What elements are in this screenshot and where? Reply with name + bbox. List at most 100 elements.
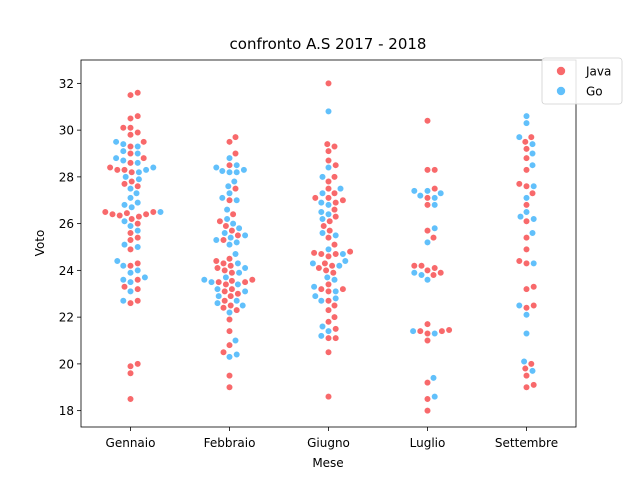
data-point-go bbox=[149, 163, 157, 172]
data-point-go bbox=[317, 198, 325, 207]
data-point-go bbox=[128, 203, 136, 211]
data-point-java bbox=[120, 180, 129, 188]
data-point-java bbox=[324, 393, 333, 401]
data-point-java bbox=[522, 383, 531, 391]
data-point-go bbox=[318, 229, 327, 237]
data-point-go bbox=[530, 215, 538, 223]
data-point-java bbox=[113, 166, 121, 174]
data-point-go bbox=[135, 168, 143, 176]
data-point-java bbox=[332, 161, 340, 169]
data-point-java bbox=[522, 166, 531, 174]
data-point-go bbox=[431, 194, 439, 202]
data-point-java bbox=[120, 166, 129, 174]
data-point-java bbox=[332, 334, 340, 342]
data-point-java bbox=[522, 201, 531, 209]
y-tick-label: 30 bbox=[59, 124, 74, 138]
data-point-java bbox=[423, 266, 432, 274]
data-point-java bbox=[234, 290, 242, 298]
data-point-go bbox=[218, 194, 226, 202]
data-point-java bbox=[126, 159, 135, 167]
data-point-java bbox=[126, 149, 135, 158]
data-point-java bbox=[134, 276, 142, 284]
data-point-java bbox=[330, 241, 339, 249]
data-point-go bbox=[335, 262, 343, 270]
data-point-go bbox=[213, 299, 222, 307]
data-point-java bbox=[134, 89, 142, 97]
data-point-go bbox=[410, 187, 418, 195]
data-point-go bbox=[324, 210, 333, 218]
data-point-go bbox=[241, 287, 249, 296]
data-point-java bbox=[324, 348, 333, 356]
data-point-go bbox=[520, 357, 528, 366]
data-point-java bbox=[527, 133, 535, 141]
data-point-go bbox=[431, 224, 439, 232]
data-point-java bbox=[330, 142, 339, 151]
data-point-java bbox=[416, 327, 424, 335]
data-point-go bbox=[233, 161, 241, 169]
data-point-java bbox=[106, 163, 114, 172]
y-axis: 18 20 22 24 26 28 30 32 bbox=[59, 77, 81, 418]
data-point-java bbox=[321, 259, 329, 267]
data-point-java bbox=[324, 147, 333, 155]
data-point-go bbox=[332, 231, 340, 239]
data-point-java bbox=[346, 248, 354, 256]
data-point-java bbox=[135, 213, 143, 221]
x-axis-label: Mese bbox=[312, 456, 343, 470]
data-point-java bbox=[522, 182, 531, 190]
data-point-go bbox=[332, 294, 340, 303]
data-point-go bbox=[224, 182, 232, 190]
y-tick-label: 26 bbox=[59, 217, 74, 231]
data-point-go bbox=[225, 353, 234, 361]
data-point-go bbox=[416, 191, 424, 200]
data-point-java bbox=[134, 182, 142, 190]
data-point-go bbox=[223, 206, 231, 214]
data-point-java bbox=[219, 304, 228, 312]
data-point-java bbox=[323, 140, 331, 148]
data-point-java bbox=[332, 213, 340, 221]
data-point-java bbox=[228, 269, 236, 277]
data-point-go bbox=[409, 327, 417, 335]
data-point-go bbox=[126, 269, 135, 277]
data-point-java bbox=[221, 297, 229, 305]
data-point-java bbox=[322, 266, 330, 274]
data-point-go bbox=[437, 189, 445, 197]
data-point-java bbox=[324, 184, 333, 193]
data-point-go bbox=[156, 208, 165, 216]
data-point-go bbox=[233, 196, 241, 204]
data-point-go bbox=[122, 173, 130, 181]
data-point-go bbox=[142, 166, 150, 174]
data-point-go bbox=[332, 287, 340, 296]
data-point-go bbox=[215, 292, 223, 300]
data-point-go bbox=[522, 194, 531, 202]
data-point-go bbox=[218, 167, 226, 175]
data-point-java bbox=[101, 208, 109, 216]
data-point-java bbox=[222, 222, 230, 230]
data-point-java bbox=[248, 276, 256, 284]
data-point-go bbox=[235, 224, 243, 232]
data-point-java bbox=[332, 325, 340, 333]
data-point-java bbox=[324, 79, 333, 87]
data-point-go bbox=[212, 236, 220, 244]
data-point-java bbox=[225, 341, 234, 349]
data-point-java bbox=[310, 249, 318, 257]
data-point-java bbox=[134, 297, 142, 305]
data-point-java bbox=[126, 395, 135, 403]
data-point-java bbox=[423, 336, 432, 345]
data-point-java bbox=[324, 318, 333, 326]
data-point-java bbox=[126, 131, 135, 139]
data-point-java bbox=[227, 262, 235, 270]
data-point-java bbox=[221, 266, 229, 274]
data-point-java bbox=[515, 257, 523, 265]
data-point-go bbox=[515, 133, 523, 141]
data-point-java bbox=[417, 262, 426, 270]
data-point-go bbox=[134, 149, 142, 158]
data-point-go bbox=[134, 159, 142, 167]
y-tick-label: 32 bbox=[59, 77, 74, 91]
data-point-java bbox=[229, 210, 237, 218]
data-point-go bbox=[522, 311, 531, 319]
data-point-java bbox=[522, 217, 531, 225]
data-point-java bbox=[126, 245, 135, 253]
data-point-go bbox=[119, 262, 127, 270]
legend-marker-java bbox=[556, 66, 566, 76]
